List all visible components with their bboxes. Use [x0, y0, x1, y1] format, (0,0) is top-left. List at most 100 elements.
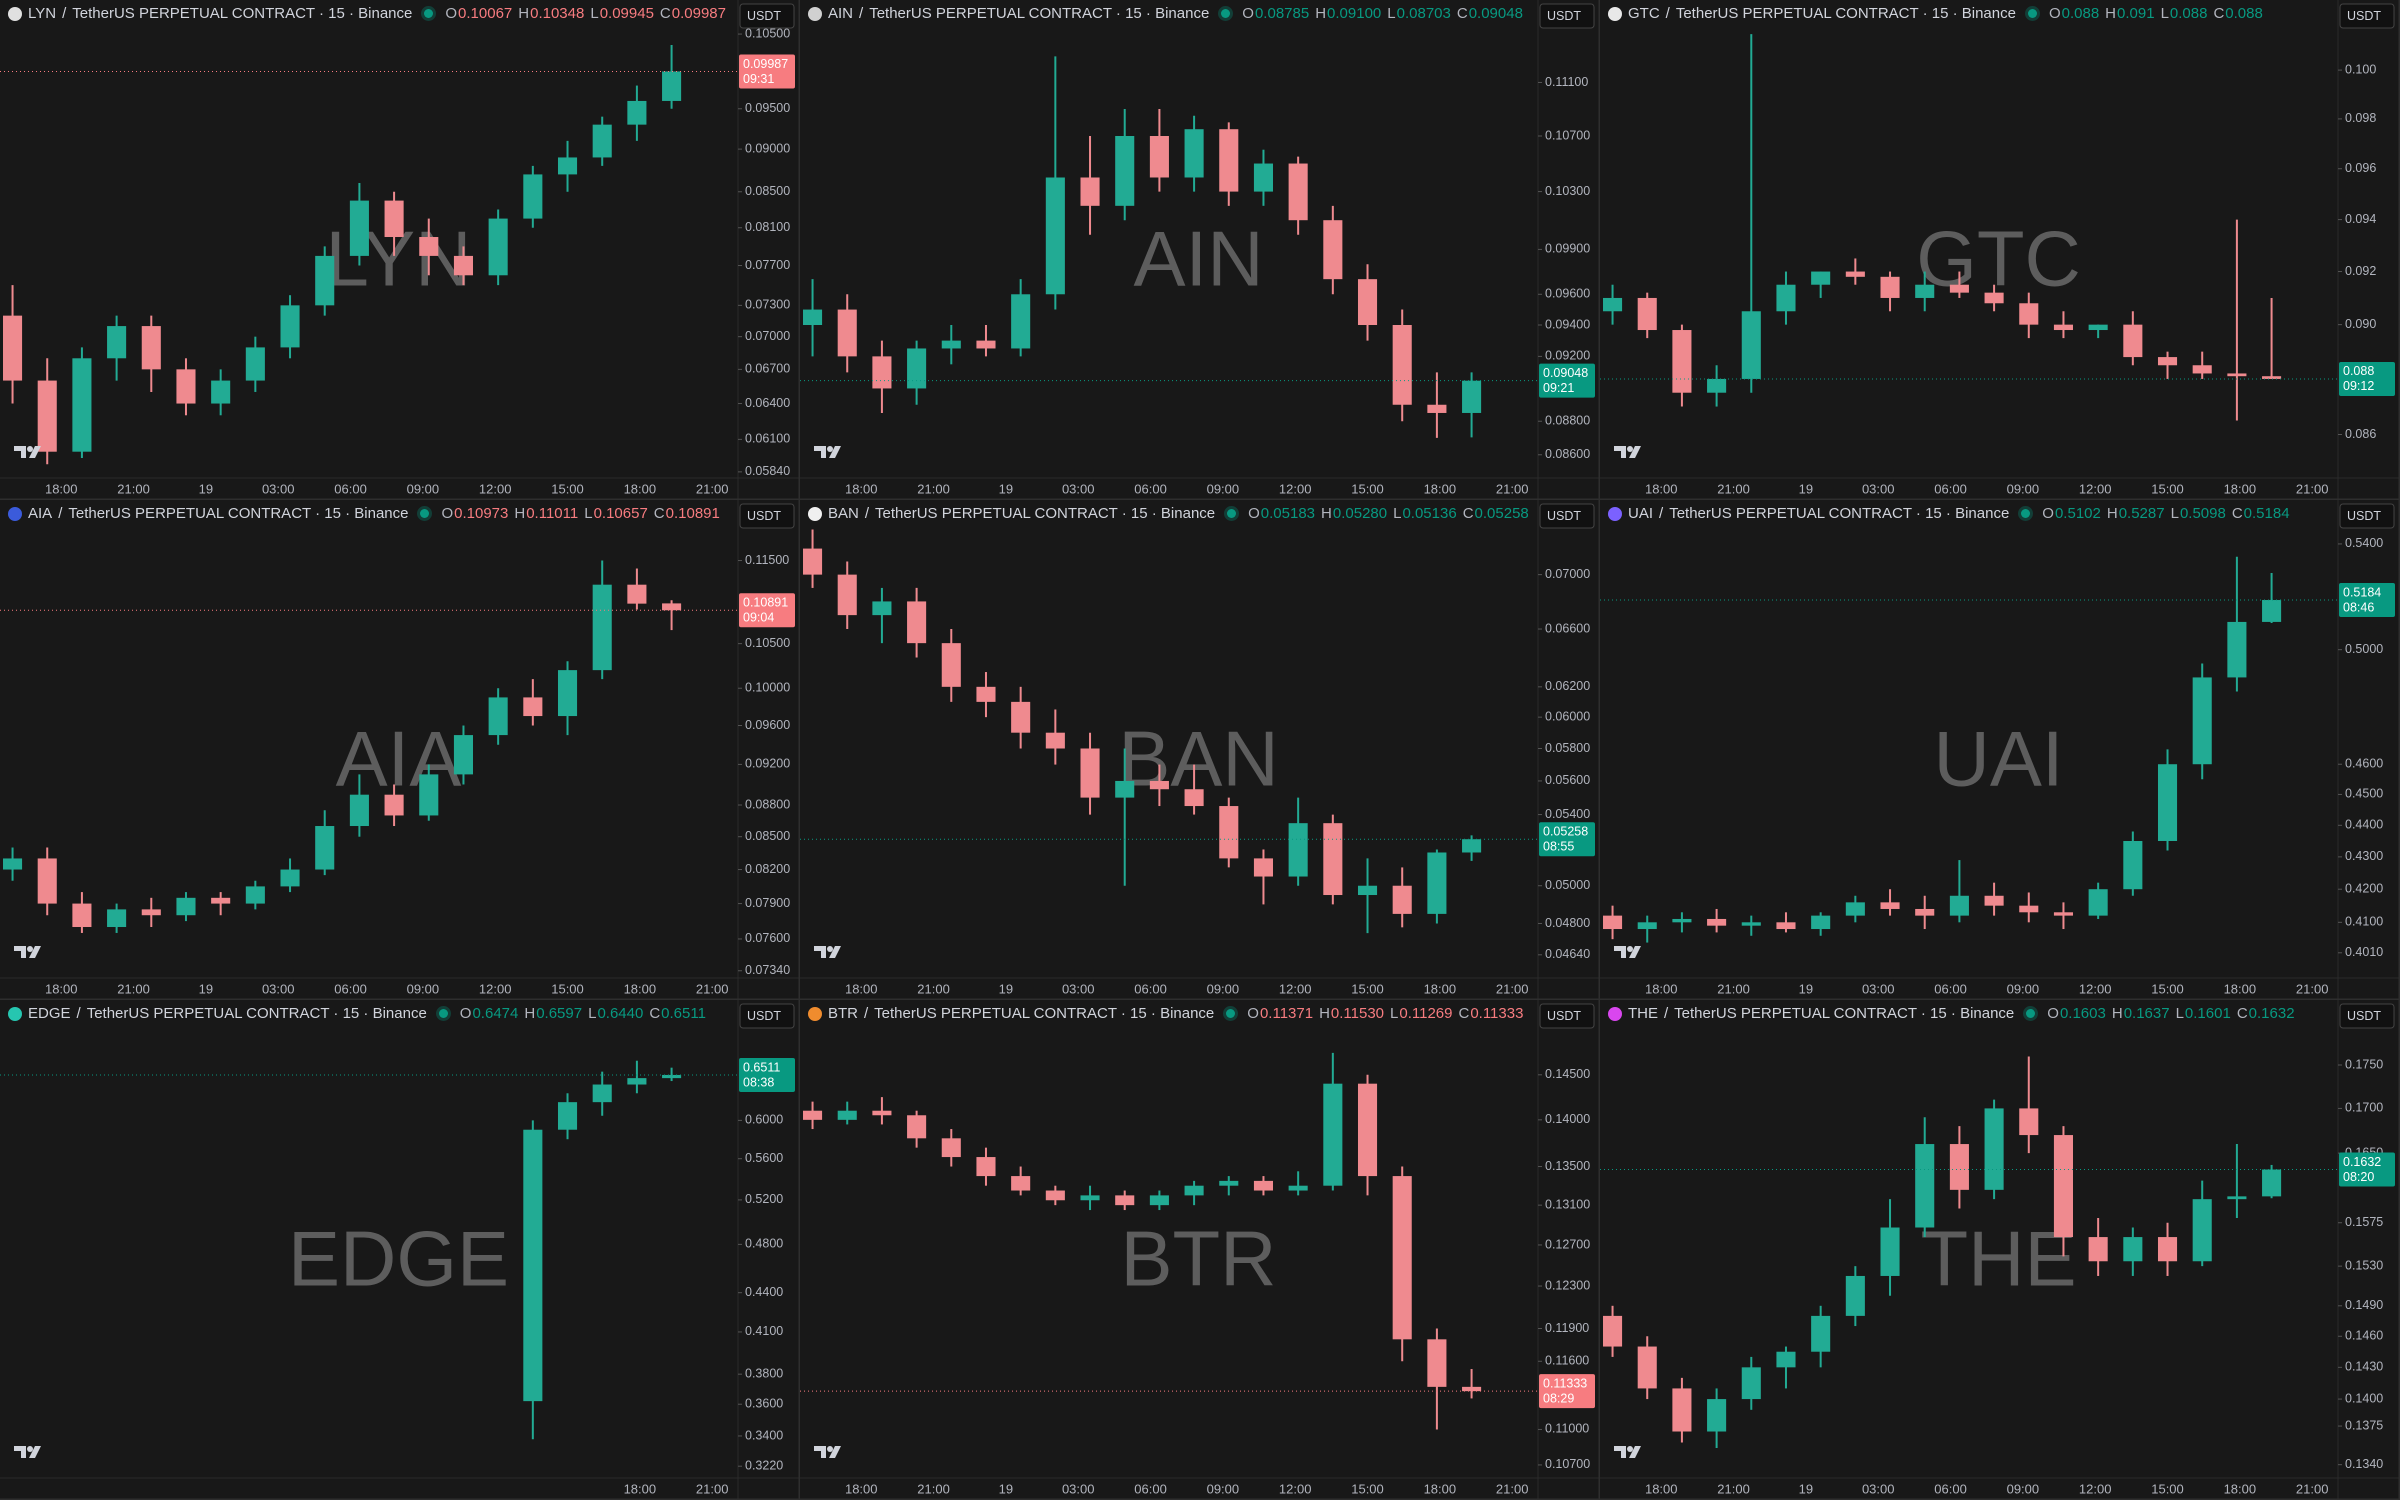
- currency-label[interactable]: USDT: [2347, 9, 2381, 23]
- currency-label[interactable]: USDT: [747, 1009, 781, 1023]
- x-tick-label: 15:00: [2151, 1481, 2184, 1496]
- currency-label[interactable]: USDT: [1547, 1009, 1581, 1023]
- x-tick-label: 09:00: [1207, 481, 1240, 496]
- currency-label[interactable]: USDT: [2347, 509, 2381, 523]
- price-tag: [2339, 1152, 2395, 1187]
- symbol[interactable]: GTC: [1628, 5, 1660, 22]
- ohlc-value: 0.09945: [599, 5, 654, 22]
- y-tick-label: 0.100: [2345, 62, 2376, 76]
- currency-label[interactable]: USDT: [2347, 1009, 2381, 1023]
- x-tick-label: 19: [1799, 481, 1813, 496]
- candle-body: [1845, 271, 1865, 277]
- y-tick-label: 0.4010: [2345, 945, 2383, 959]
- symbol-icon: [8, 506, 22, 521]
- ohlc-label: L: [2170, 505, 2179, 522]
- y-tick-label: 0.07700: [745, 258, 790, 272]
- symbol[interactable]: AIN: [828, 5, 854, 22]
- candle-body: [1045, 732, 1065, 749]
- symbol[interactable]: BTR: [828, 1005, 858, 1022]
- contract[interactable]: TetherUS PERPETUAL CONTRACT · 15 · Binan…: [68, 505, 409, 522]
- contract[interactable]: TetherUS PERPETUAL CONTRACT · 15 · Binan…: [1674, 1005, 2015, 1022]
- candle-body: [976, 1157, 996, 1177]
- contract[interactable]: TetherUS PERPETUAL CONTRACT · 15 · Binan…: [72, 5, 413, 22]
- candle-body: [1392, 1176, 1412, 1340]
- candle-body: [1915, 1144, 1935, 1228]
- contract[interactable]: TetherUS PERPETUAL CONTRACT · 15 · Binan…: [1669, 505, 2010, 522]
- logo-shape: [1629, 446, 1641, 458]
- candle-body: [2192, 365, 2212, 374]
- ohlc-label: L: [1387, 5, 1396, 22]
- currency-label[interactable]: USDT: [1547, 509, 1581, 523]
- currency-button[interactable]: [2339, 3, 2395, 29]
- y-tick-label: 0.08800: [745, 797, 790, 811]
- price-tag-value: 0.10891: [743, 596, 788, 610]
- x-tick-label: 15:00: [1351, 1481, 1384, 1496]
- symbol[interactable]: AIA: [28, 505, 53, 522]
- chart: AIN 0.11100 0.10700 0.10300 0.09900 0.09600 0.…: [800, 0, 1600, 500]
- candle-body: [1149, 136, 1169, 178]
- y-tick-label: 0.6000: [745, 1113, 783, 1127]
- chart: BTR 0.14500 0.14000 0.13500 0.13100 0.12700 0.…: [800, 1000, 1600, 1500]
- currency-button[interactable]: [2339, 503, 2395, 529]
- chart: GTC0.1000.0980.0960.0940.0920.0900.086:0…: [1600, 0, 2400, 500]
- ohlc-value: 0.05183: [1260, 505, 1316, 522]
- currency-button[interactable]: [739, 3, 795, 29]
- currency-button[interactable]: [1539, 503, 1595, 529]
- x-tick-label: 12:00: [2079, 481, 2112, 496]
- candle-body: [592, 124, 612, 158]
- y-tick-label: 0.05600: [1545, 773, 1590, 787]
- symbol[interactable]: BAN: [828, 505, 859, 522]
- ohlc-value: 0.6597: [536, 1005, 583, 1022]
- y-tick-label: 0.4600: [2345, 757, 2383, 771]
- ohlc-label: H: [2105, 5, 2117, 22]
- ohlc-value: 0.091: [2117, 5, 2155, 22]
- symbol[interactable]: LYN: [28, 5, 57, 22]
- currency-button[interactable]: [1539, 1003, 1595, 1029]
- x-tick-label: 12:00: [2079, 981, 2112, 996]
- contract[interactable]: TetherUS PERPETUAL CONTRACT · 15 · Binan…: [86, 1005, 427, 1022]
- status-dot: [1226, 1009, 1236, 1018]
- symbol[interactable]: THE: [1628, 1005, 1658, 1022]
- currency-button[interactable]: [2339, 1003, 2395, 1029]
- x-tick-label: 19: [999, 481, 1013, 496]
- currency-button[interactable]: [739, 1003, 795, 1029]
- currency-label[interactable]: USDT: [747, 9, 781, 23]
- candle-body: [1603, 297, 1623, 312]
- candle-body: [2019, 905, 2039, 913]
- candle-body: [3, 858, 23, 870]
- y-tick-label: 0.13500: [1545, 1159, 1590, 1173]
- x-tick-label: 12:00: [479, 981, 512, 996]
- ohlc-label: L: [590, 5, 599, 22]
- symbol[interactable]: EDGE: [28, 1005, 71, 1022]
- watermark: EDGE: [288, 1215, 509, 1303]
- y-tick-label: 0.13100: [1545, 1197, 1590, 1211]
- ohlc-value: 0.10891: [665, 505, 720, 522]
- y-tick-label: 0.06600: [1545, 621, 1590, 635]
- y-tick-label: 0.09500: [745, 101, 790, 115]
- x-tick-label: 21:00: [1717, 1481, 1750, 1496]
- x-tick-label: 06:00: [1134, 481, 1167, 496]
- contract[interactable]: TetherUS PERPETUAL CONTRACT · 15 · Binan…: [869, 5, 1210, 22]
- candle-body: [315, 255, 335, 306]
- x-tick-label: 21:00: [917, 981, 950, 996]
- contract[interactable]: TetherUS PERPETUAL CONTRACT · 15 · Binan…: [875, 505, 1216, 522]
- logo-shape: [14, 1446, 26, 1458]
- x-tick-label: 15:00: [551, 481, 584, 496]
- ohlc-label: L: [584, 505, 593, 522]
- chart: BAN 0.07000 0.06600 0.06200 0.06000 0.05800 0.…: [800, 500, 1600, 1000]
- candle-body: [1637, 297, 1657, 331]
- currency-button[interactable]: [1539, 3, 1595, 29]
- currency-label[interactable]: USDT: [1547, 9, 1581, 23]
- ohlc-value: 0.09048: [1468, 5, 1523, 22]
- candle-body: [1080, 177, 1100, 206]
- candle-body: [1984, 895, 2004, 906]
- currency-button[interactable]: [739, 503, 795, 529]
- candle-body: [141, 326, 161, 370]
- candle-body: [2053, 324, 2074, 331]
- contract[interactable]: TetherUS PERPETUAL CONTRACT · 15 · Binan…: [874, 1005, 1215, 1022]
- contract[interactable]: TetherUS PERPETUAL CONTRACT · 15 · Binan…: [1675, 5, 2016, 22]
- currency-label[interactable]: USDT: [747, 509, 781, 523]
- candle-body: [1288, 823, 1308, 877]
- symbol[interactable]: UAI: [1628, 505, 1654, 522]
- chart: AIA 0.11500 0.10500 0.10000 0.09600 0.09200 0.…: [0, 500, 800, 1000]
